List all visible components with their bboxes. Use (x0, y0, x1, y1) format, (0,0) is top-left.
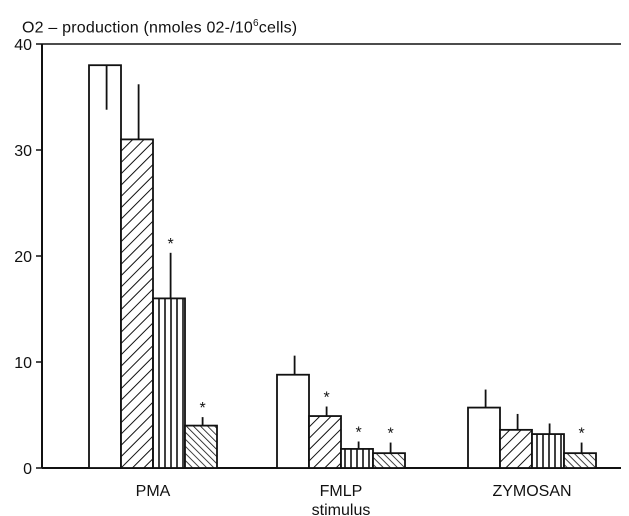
y-tick-label: 0 (23, 461, 32, 478)
bar (152, 297, 186, 469)
bar (467, 406, 501, 469)
bar (276, 373, 310, 469)
bar (340, 448, 374, 469)
bar (372, 452, 406, 469)
y-tick-label: 40 (14, 37, 32, 54)
bar (308, 415, 342, 469)
significance-marker: * (387, 426, 393, 443)
x-category-label: ZYMOSAN (492, 483, 571, 500)
y-tick-label: 10 (14, 355, 32, 372)
significance-marker: * (199, 400, 205, 417)
bar (499, 428, 533, 469)
chart-title: O2 – production (nmoles 02-/106cells) (22, 18, 298, 37)
significance-marker: * (167, 236, 173, 253)
significance-marker: * (355, 425, 361, 442)
x-axis-label: stimulus (312, 502, 371, 516)
y-tick-label: 30 (14, 143, 32, 160)
bar (184, 424, 218, 469)
significance-marker: * (323, 390, 329, 407)
bar (531, 433, 565, 469)
y-tick-label: 20 (14, 249, 32, 266)
bar (120, 138, 154, 469)
x-category-label: PMA (136, 483, 171, 500)
bar (88, 64, 122, 469)
x-category-label: FMLP (320, 483, 363, 500)
bar (563, 452, 597, 469)
significance-marker: * (578, 426, 584, 443)
